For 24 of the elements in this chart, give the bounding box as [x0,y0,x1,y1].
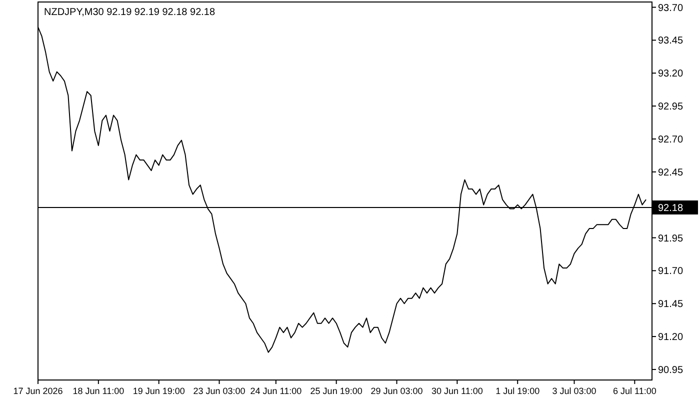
x-tick-label: 3 Jul 03:00 [552,386,596,396]
y-tick-label: 91.45 [658,299,684,310]
x-tick-label: 19 Jun 19:00 [132,386,185,396]
x-tick-label: 30 Jun 11:00 [431,386,483,396]
text: NZDJPY,M30 92.19 92.19 92.18 92.18 [44,7,216,18]
x-tick-label: 23 Jun 03:00 [193,386,246,396]
x-tick-label: 25 Jun 19:00 [310,386,362,396]
y-tick-label: 93.20 [658,68,684,80]
x-tick-label: 1 Jul 19:00 [496,386,540,396]
y-tick-label: 91.20 [658,332,684,344]
ref-line-label: 92.18 [658,202,684,214]
y-tick-label: 90.95 [658,364,684,376]
y-tick-label: 91.95 [658,233,684,244]
x-tick-label: 6 Jul 11:00 [612,386,656,396]
y-tick-label: 92.70 [658,134,684,146]
x-tick-label: 24 Jun 11:00 [250,386,302,396]
y-tick-label: 92.95 [658,102,684,113]
x-tick-label: 29 Jun 03:00 [370,386,423,396]
y-tick-label: 93.70 [658,2,684,14]
x-tick-label: 17 Jun 2026 [13,386,63,396]
y-tick-label: 91.70 [658,266,684,278]
x-tick-label: 18 Jun 11:00 [72,386,124,396]
y-tick-label: 92.45 [658,167,684,178]
y-tick-label: 93.45 [658,36,684,47]
